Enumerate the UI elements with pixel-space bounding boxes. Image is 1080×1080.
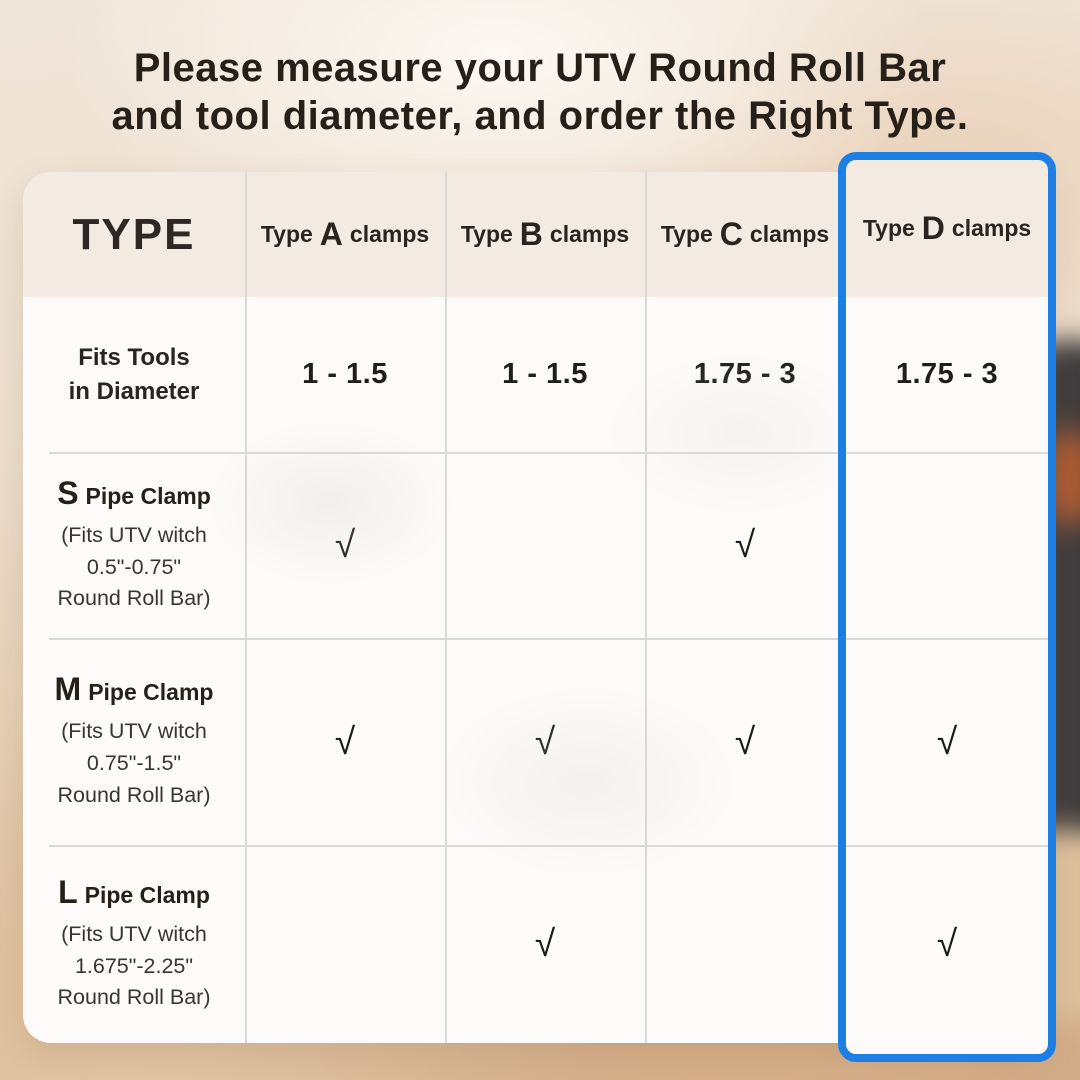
cell-diameter-type-a: 1 - 1.5: [302, 358, 388, 390]
cell-s-type-b: [445, 452, 645, 638]
cell-l-type-a: [245, 845, 445, 1043]
cell-m-type-d-check: √: [936, 720, 958, 762]
cell-diameter-type-d: 1.75 - 3: [895, 358, 999, 390]
col-c-letter: C: [719, 216, 743, 252]
l-desc-line-3: Round Roll Bar): [57, 985, 211, 1010]
title-line-1: Please measure your UTV Round Roll Bar: [133, 46, 947, 90]
column-header-type-c: Type C clamps: [645, 172, 845, 297]
col-a-suffix: clamps: [349, 221, 430, 247]
m-desc-line-1: (Fits UTV witch: [61, 719, 207, 744]
fits-label-line-2: in Diameter: [68, 377, 200, 405]
col-b-suffix: clamps: [549, 221, 630, 247]
l-desc-line-1: (Fits UTV witch: [61, 921, 207, 946]
row-label-s-pipe-clamp: S Pipe Clamp (Fits UTV witch 0.5"-0.75" …: [23, 452, 245, 638]
s-size-letter: S: [57, 474, 79, 511]
m-size-name: Pipe Clamp: [88, 679, 214, 706]
col-b-letter: B: [519, 216, 543, 252]
row-label-l-pipe-clamp: L Pipe Clamp (Fits UTV witch 1.675"-2.25…: [23, 845, 245, 1043]
type-header-label: TYPE: [72, 209, 196, 259]
row-divider: [49, 845, 1048, 847]
column-divider: [445, 172, 447, 1043]
cell-s-type-d: [846, 452, 1048, 638]
title-line-2: and tool diameter, and order the Right T…: [111, 94, 969, 138]
s-desc-line-2: 0.5"-0.75": [86, 554, 182, 579]
l-size-letter: L: [58, 873, 78, 910]
cell-l-type-b-check: √: [534, 923, 556, 964]
row-divider: [846, 638, 1048, 640]
s-desc-line-1: (Fits UTV witch: [61, 522, 207, 547]
fits-label-line-1: Fits Tools: [78, 343, 190, 371]
row-divider: [49, 638, 1048, 640]
cell-diameter-type-b: 1 - 1.5: [502, 358, 588, 390]
col-a-letter: A: [319, 216, 343, 252]
l-desc-line-2: 1.675"-2.25": [74, 953, 194, 978]
cell-l-type-d-check: √: [936, 923, 958, 964]
column-header-type-b: Type B clamps: [445, 172, 645, 297]
cell-m-type-a-check: √: [334, 720, 356, 762]
type-d-highlight-column: Type D clamps 1.75 - 3 √ √: [838, 152, 1056, 1062]
col-c-prefix: Type: [660, 221, 713, 247]
col-c-suffix: clamps: [749, 221, 830, 247]
row-divider: [846, 845, 1048, 847]
cell-diameter-type-c: 1.75 - 3: [693, 358, 797, 390]
s-size-name: Pipe Clamp: [85, 482, 211, 509]
m-size-letter: M: [54, 671, 82, 708]
column-header-type-a: Type A clamps: [245, 172, 445, 297]
row-divider: [49, 452, 1048, 454]
m-desc-line-3: Round Roll Bar): [57, 782, 211, 807]
col-d-suffix: clamps: [951, 215, 1032, 241]
type-header-cell: TYPE: [23, 172, 245, 297]
col-d-prefix: Type: [862, 215, 915, 241]
column-header-type-d: Type D clamps: [846, 160, 1048, 297]
row-label-fits-diameter: Fits Tools in Diameter: [23, 297, 245, 452]
cell-l-type-c: [645, 845, 845, 1043]
m-desc-line-2: 0.75"-1.5": [86, 751, 182, 776]
column-divider: [645, 172, 647, 1043]
cell-m-type-c-check: √: [734, 720, 756, 762]
col-d-letter: D: [921, 210, 945, 246]
cell-s-type-a-check: √: [334, 524, 356, 565]
s-desc-line-3: Round Roll Bar): [57, 586, 211, 611]
row-label-m-pipe-clamp: M Pipe Clamp (Fits UTV witch 0.75"-1.5" …: [23, 638, 245, 845]
cell-m-type-b-check: √: [534, 720, 556, 762]
column-divider: [245, 172, 247, 1043]
page-title: Please measure your UTV Round Roll Bar a…: [0, 44, 1080, 140]
l-size-name: Pipe Clamp: [84, 881, 210, 908]
col-b-prefix: Type: [460, 221, 513, 247]
row-divider: [846, 452, 1048, 454]
col-a-prefix: Type: [260, 221, 313, 247]
cell-s-type-c-check: √: [734, 524, 756, 565]
